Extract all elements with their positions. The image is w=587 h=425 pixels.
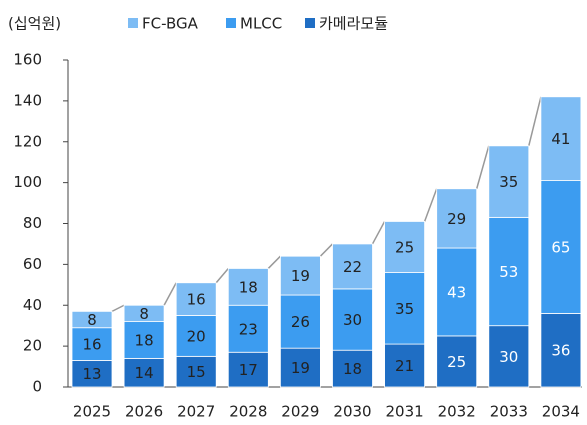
bar-segment [436, 188, 478, 249]
bar-segment [488, 325, 530, 388]
x-tick-label: 2029 [281, 403, 319, 421]
x-tick-label: 2028 [229, 403, 267, 421]
connector [423, 188, 438, 222]
y-tick-label: 60 [23, 255, 42, 273]
bar-segment [175, 355, 217, 388]
value-label: 65 [551, 239, 570, 257]
y-tick-label: 120 [13, 132, 42, 150]
value-label: 30 [499, 348, 518, 366]
bar-segment [488, 145, 530, 218]
bar-segment [71, 310, 113, 329]
bar-segment [71, 360, 113, 388]
value-label: 19 [291, 359, 310, 377]
legend-label: FC-BGA [142, 15, 199, 33]
bar-segment [227, 268, 269, 306]
value-label: 35 [395, 300, 414, 318]
bar-segment [279, 294, 321, 349]
y-tick-label: 0 [32, 378, 42, 396]
bar-segment [332, 243, 373, 290]
bar-segment [123, 357, 165, 388]
bar-segment [540, 96, 582, 181]
x-tick-label: 2032 [438, 403, 476, 421]
bar-segment [332, 349, 373, 388]
value-label: 15 [187, 363, 206, 381]
x-tick-label: 2025 [73, 403, 111, 421]
connector [267, 255, 281, 269]
legend-swatch [128, 18, 138, 28]
bar-segment [540, 180, 582, 314]
value-label: 16 [82, 336, 101, 354]
connector [163, 282, 177, 306]
legend-swatch [226, 18, 236, 28]
x-tick-label: 2027 [177, 403, 215, 421]
value-label: 41 [551, 130, 570, 148]
bar-segment [175, 282, 217, 316]
value-label: 36 [551, 342, 570, 360]
y-tick-label: 80 [23, 214, 42, 232]
value-label: 17 [239, 361, 258, 379]
bar-segment [488, 216, 530, 327]
value-label: 18 [239, 278, 258, 296]
value-label: 8 [139, 305, 149, 323]
connector [528, 96, 542, 147]
x-tick-label: 2033 [490, 403, 528, 421]
connector [111, 304, 125, 313]
value-label: 19 [291, 267, 310, 285]
value-label: 21 [395, 357, 414, 375]
bar-segment [175, 315, 217, 357]
value-label: 14 [135, 364, 154, 382]
connector [475, 145, 490, 189]
x-tick-label: 2034 [542, 403, 580, 421]
legend-swatch [305, 18, 315, 28]
y-tick-label: 140 [13, 91, 42, 109]
bar-segment [227, 351, 269, 388]
legend-label: MLCC [240, 15, 282, 33]
bar-segment [384, 272, 426, 345]
value-label: 18 [343, 360, 362, 378]
bar-segment [436, 247, 478, 337]
y-tick-label: 100 [13, 173, 42, 191]
y-tick-label: 40 [23, 296, 42, 314]
value-label: 20 [187, 327, 206, 345]
bar-segment [332, 288, 373, 351]
value-label: 30 [343, 311, 362, 329]
bar-segment [71, 327, 113, 361]
value-label: 13 [82, 365, 101, 383]
value-label: 8 [87, 311, 97, 329]
x-tick-label: 2030 [333, 403, 371, 421]
value-label: 53 [499, 263, 518, 281]
value-label: 43 [447, 283, 466, 301]
connector [319, 243, 334, 257]
value-label: 16 [187, 291, 206, 309]
value-label: 26 [291, 313, 310, 331]
bar-segment [279, 255, 321, 296]
y-tick-label: 160 [13, 51, 42, 69]
bar-segment [384, 221, 426, 273]
value-label: 22 [343, 258, 362, 276]
value-label: 25 [395, 239, 414, 257]
value-label: 23 [239, 320, 258, 338]
value-label: 18 [135, 331, 154, 349]
x-tick-label: 2031 [386, 403, 424, 421]
bar-segment [123, 304, 165, 323]
value-label: 29 [447, 210, 466, 228]
x-tick-label: 2026 [125, 403, 163, 421]
bar-segment [384, 343, 426, 388]
connector [371, 221, 386, 245]
y-tick-label: 20 [23, 337, 42, 355]
value-label: 35 [499, 173, 518, 191]
bar-segment [227, 304, 269, 353]
bar-segment [123, 321, 165, 359]
connector [215, 267, 229, 284]
value-label: 25 [447, 353, 466, 371]
legend-label: 카메라모듈 [319, 15, 388, 33]
unit-label: (십억원) [8, 15, 61, 33]
